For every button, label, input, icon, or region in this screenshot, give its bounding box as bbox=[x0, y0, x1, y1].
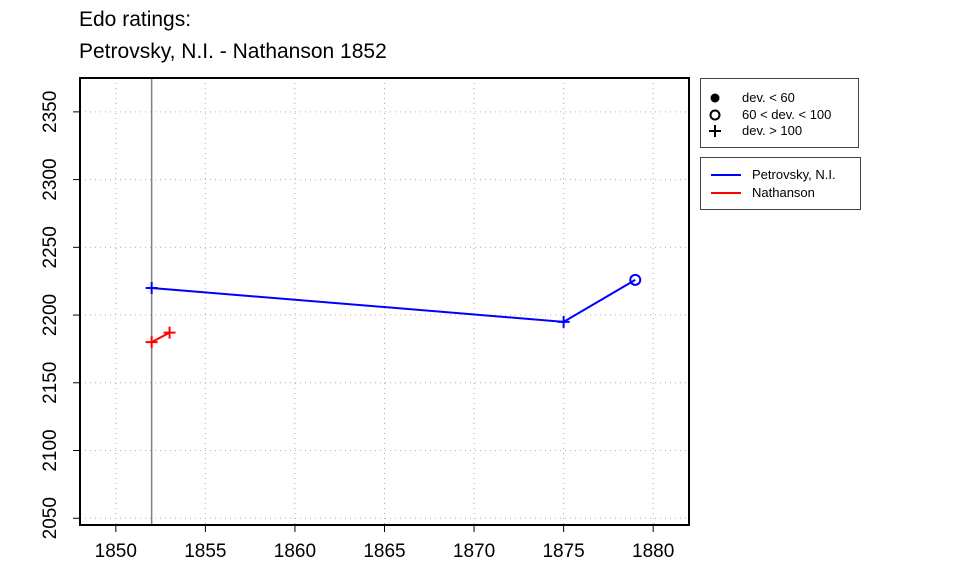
x-tick-label: 1855 bbox=[184, 541, 226, 562]
blue-line-icon bbox=[711, 174, 741, 176]
series-line bbox=[151, 331, 171, 344]
series-line bbox=[151, 278, 636, 323]
x-tick-label: 1860 bbox=[274, 541, 316, 562]
legend-item-petrovsky: Petrovsky, N.I. bbox=[701, 167, 860, 183]
data-point bbox=[145, 281, 158, 294]
chart-title-line2: Petrovsky, N.I. - Nathanson 1852 bbox=[79, 40, 387, 63]
data-point bbox=[557, 315, 570, 328]
legend-item-dev-gt-100: dev. > 100 bbox=[701, 123, 858, 139]
y-tick-label: 2200 bbox=[40, 294, 61, 336]
legend-label: Petrovsky, N.I. bbox=[752, 167, 836, 182]
y-tick-label: 2050 bbox=[40, 497, 61, 539]
legend-label: dev. > 100 bbox=[742, 123, 803, 138]
legend-item-nathanson: Nathanson bbox=[701, 185, 860, 201]
y-tick-label: 2150 bbox=[40, 362, 61, 404]
legend-item-dev-lt-60: dev. < 60 bbox=[701, 90, 858, 106]
data-point bbox=[629, 273, 642, 286]
y-tick-label: 2350 bbox=[40, 91, 61, 133]
y-tick-label: 2100 bbox=[40, 429, 61, 471]
y-tick-label: 2250 bbox=[40, 226, 61, 268]
legend-label: Nathanson bbox=[752, 185, 815, 200]
y-tick-label: 2300 bbox=[40, 158, 61, 200]
x-tick-label: 1880 bbox=[632, 541, 674, 562]
filled-circle-icon bbox=[710, 93, 720, 103]
legend-item-dev-60-100: 60 < dev. < 100 bbox=[701, 107, 858, 123]
data-point bbox=[163, 326, 176, 339]
x-tick-label: 1850 bbox=[95, 541, 137, 562]
x-tick-label: 1870 bbox=[453, 541, 495, 562]
red-line-icon bbox=[711, 192, 741, 194]
chart-title-line1: Edo ratings: bbox=[79, 8, 192, 31]
data-point bbox=[145, 336, 158, 349]
legend-label: 60 < dev. < 100 bbox=[742, 107, 832, 122]
x-tick-label: 1865 bbox=[363, 541, 405, 562]
open-circle-icon bbox=[709, 109, 721, 121]
marker-legend: dev. < 60 60 < dev. < 100 dev. > 100 bbox=[700, 78, 859, 148]
legend-label: dev. < 60 bbox=[742, 90, 795, 105]
plus-icon bbox=[709, 125, 721, 137]
series-legend: Petrovsky, N.I. Nathanson bbox=[700, 157, 861, 210]
x-tick-label: 1875 bbox=[542, 541, 584, 562]
